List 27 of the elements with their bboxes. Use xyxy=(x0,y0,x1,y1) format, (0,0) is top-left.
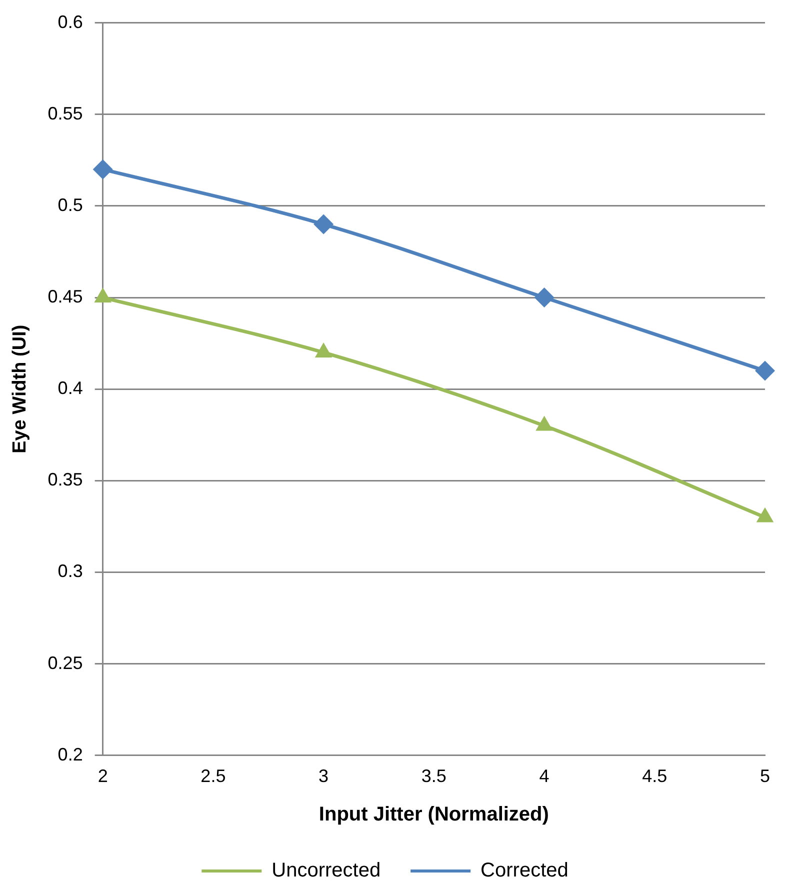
point xyxy=(536,416,553,431)
point xyxy=(314,342,332,358)
point xyxy=(92,159,113,180)
x-tick-label: 4 xyxy=(539,766,550,786)
x-tick-label: 3.5 xyxy=(421,766,446,786)
y-axis-title: Eye Width (UI) xyxy=(10,324,31,454)
point xyxy=(756,507,774,522)
point xyxy=(534,288,554,308)
x-tick-label: 4.5 xyxy=(642,766,668,786)
point xyxy=(94,288,112,303)
y-tick-label: 0.35 xyxy=(48,470,83,490)
y-tick-label: 0.45 xyxy=(48,286,83,306)
y-tick-label: 0.5 xyxy=(58,194,83,215)
y-tick-label: 0.3 xyxy=(58,561,83,582)
legend-label: Uncorrected xyxy=(272,860,381,882)
point xyxy=(314,214,334,234)
x-axis-title: Input Jitter (Normalized) xyxy=(318,804,549,826)
y-tick-label: 0.2 xyxy=(58,744,83,764)
x-tick-label: 2 xyxy=(98,766,108,786)
x-tick-label: 5 xyxy=(760,766,770,786)
y-tick-label: 0.6 xyxy=(58,12,83,32)
legend-label: Corrected xyxy=(480,860,568,882)
y-tick-label: 0.25 xyxy=(48,652,83,673)
y-tick-label: 0.4 xyxy=(58,378,83,398)
x-tick-label: 3 xyxy=(318,766,329,786)
y-tick-label: 0.55 xyxy=(48,103,83,124)
x-tick-label: 2.5 xyxy=(200,766,226,786)
